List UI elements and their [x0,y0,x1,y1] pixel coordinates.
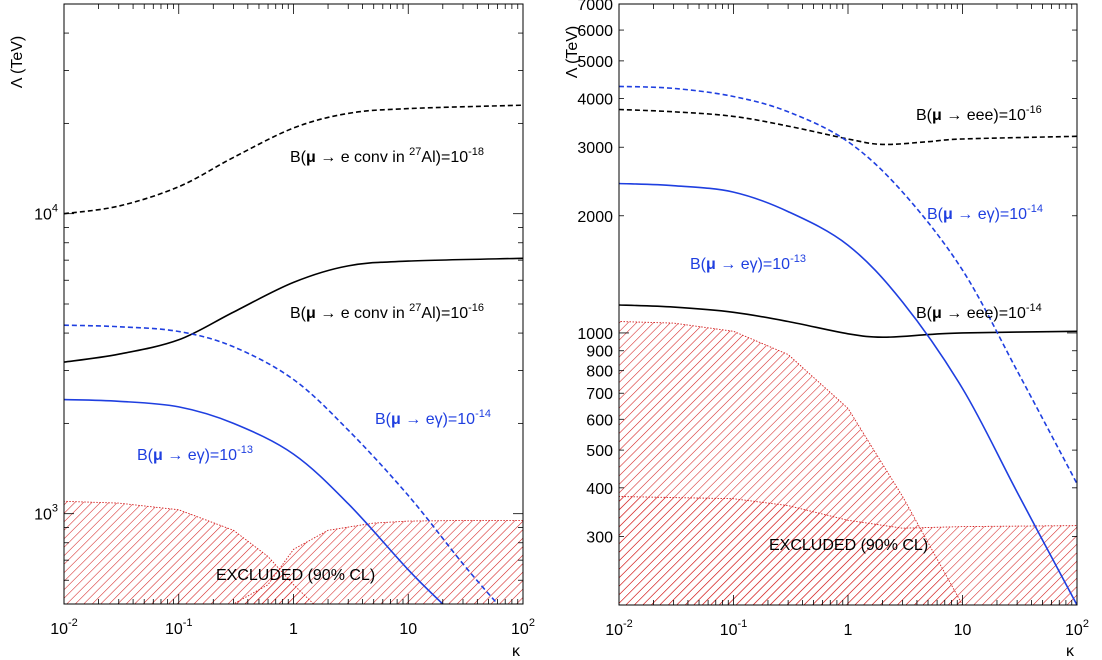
right-annotation-eee14: B(μ → eee)=10-14 [916,302,1042,322]
right-annotation-eg14: B(μ → eγ)=10-14 [927,203,1043,223]
left-panel: 10-2 10-1 1 10 102 103 104 Λ (TeV) κ B(μ → e c… [9,3,535,660]
y-tick-label: 700 [586,386,613,403]
x-tick-label: 10 [399,621,417,638]
y-tick-label: 1000 [577,326,613,343]
right-annotation-eg13: B(μ → eγ)=10-13 [690,253,806,273]
x-tick-label: 10 [954,622,972,639]
y-tick-label: 6000 [577,23,613,40]
y-tick-label: 300 [586,529,613,546]
left-ylabel: Λ (TeV) [9,36,26,88]
y-tick-label: 5000 [577,54,613,71]
curve-eg14 [63,324,499,605]
excluded-region-2 [64,519,524,605]
right-ylabel: Λ (TeV) [564,26,581,78]
y-tick-label: 4000 [577,92,613,109]
right-annotation-eee16: B(μ → eee)=10-16 [916,104,1042,124]
x-tick-label: 1 [289,621,298,638]
y-tick-label: 104 [34,203,58,224]
curve-eg13 [63,398,444,605]
x-tick-label: 10-2 [605,618,633,639]
curve-eee16 [618,108,1078,146]
curve-eg13 [618,182,1078,606]
curve-conv16 [63,257,524,363]
y-tick-label: 2000 [577,209,613,226]
right-annotation-excluded: EXCLUDED (90% CL) [769,537,928,554]
y-tick-label: 900 [586,344,613,361]
x-tick-label: 10-1 [165,617,193,638]
right-xlabel: κ [1066,643,1075,660]
x-tick-label: 1 [844,622,853,639]
y-tick-label: 7000 [577,0,613,14]
curve-conv18 [63,104,524,215]
left-annotation-eg13: B(μ → eγ)=10-13 [137,444,253,464]
y-tick-label: 600 [586,412,613,429]
x-tick-label: 10-1 [720,618,748,639]
y-tick-label: 500 [586,443,613,460]
curve-eg14 [618,85,1078,485]
left-annotation-eg14: B(μ → eγ)=10-14 [375,408,491,428]
y-tick-label: 400 [586,481,613,498]
curve-eee14 [618,304,1078,339]
y-tick-label: 3000 [577,140,613,157]
left-annotation-conv16: B(μ → e conv in 27Al)=10-16 [290,302,484,322]
left-annotation-excluded: EXCLUDED (90% CL) [216,567,375,584]
y-tick-label: 800 [586,364,613,381]
left-xlabel: κ [512,643,521,660]
left-annotation-conv18: B(μ → e conv in 27Al)=10-18 [290,146,484,166]
x-tick-label: 102 [1065,618,1089,639]
x-tick-label: 10-2 [50,617,78,638]
y-tick-label: 103 [34,503,58,524]
x-tick-label: 102 [511,617,535,638]
